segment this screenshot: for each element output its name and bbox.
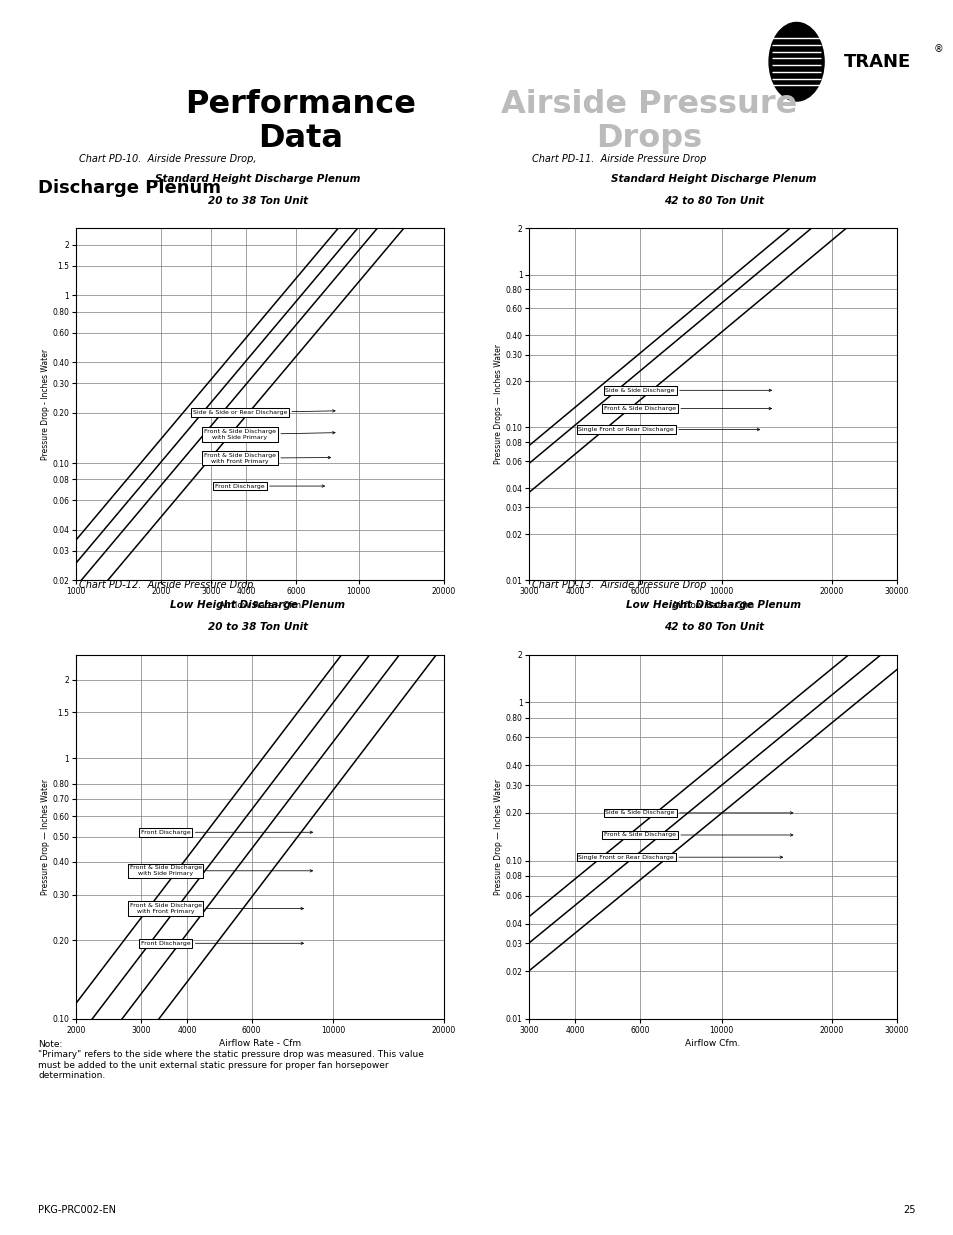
Text: Low Height Discharge Plenum: Low Height Discharge Plenum (170, 600, 345, 610)
Text: Front Discharge: Front Discharge (141, 941, 303, 946)
Text: Performance: Performance (185, 89, 416, 121)
Text: Front & Side Discharge
with Front Primary: Front & Side Discharge with Front Primar… (130, 903, 303, 914)
Text: Chart PD-11.  Airside Pressure Drop: Chart PD-11. Airside Pressure Drop (532, 154, 706, 164)
Text: 25: 25 (902, 1205, 915, 1215)
Text: Standard Height Discharge Plenum: Standard Height Discharge Plenum (154, 174, 360, 184)
Text: Front Discharge: Front Discharge (141, 830, 313, 835)
Text: Chart PD-13.  Airside Pressure Drop: Chart PD-13. Airside Pressure Drop (532, 580, 706, 590)
Text: Data: Data (257, 122, 343, 154)
Text: 20 to 38 Ton Unit: 20 to 38 Ton Unit (208, 196, 307, 206)
X-axis label: Airflow Rate - Cfm: Airflow Rate - Cfm (671, 600, 754, 610)
X-axis label: Airflow Rate - Cfm: Airflow Rate - Cfm (218, 600, 301, 610)
Text: Standard Height Discharge Plenum: Standard Height Discharge Plenum (610, 174, 816, 184)
Text: Front & Side Discharge: Front & Side Discharge (603, 406, 771, 411)
Text: Single Front or Rear Discharge: Single Front or Rear Discharge (578, 427, 759, 432)
Text: Front & Side Discharge
with Side Primary: Front & Side Discharge with Side Primary (204, 429, 335, 440)
Text: Side & Side Discharge: Side & Side Discharge (604, 388, 771, 393)
Text: Front & Side Discharge
with Front Primary: Front & Side Discharge with Front Primar… (204, 453, 331, 463)
Text: TRANE: TRANE (843, 53, 910, 70)
Text: Front Discharge: Front Discharge (215, 484, 324, 489)
Text: Chart PD-10.  Airside Pressure Drop,: Chart PD-10. Airside Pressure Drop, (79, 154, 256, 164)
Text: 42 to 80 Ton Unit: 42 to 80 Ton Unit (663, 196, 762, 206)
Y-axis label: Pressure Drop - Inches Water: Pressure Drop - Inches Water (41, 350, 50, 459)
Text: Airside Pressure: Airside Pressure (500, 89, 796, 121)
Text: Discharge Plenum: Discharge Plenum (38, 179, 221, 196)
Y-axis label: Pressure Drop — Inches Water: Pressure Drop — Inches Water (494, 779, 502, 894)
Text: ®: ® (933, 44, 943, 54)
Ellipse shape (768, 22, 823, 101)
Y-axis label: Pressure Drop — Inches Water: Pressure Drop — Inches Water (41, 779, 50, 894)
Text: 42 to 80 Ton Unit: 42 to 80 Ton Unit (663, 622, 762, 632)
Text: Low Height Discharge Plenum: Low Height Discharge Plenum (625, 600, 801, 610)
Text: Side & Side or Rear Discharge: Side & Side or Rear Discharge (193, 410, 335, 415)
Text: Note:
"Primary" refers to the side where the static pressure drop was measured. : Note: "Primary" refers to the side where… (38, 1040, 423, 1081)
Text: Side & Side Discharge: Side & Side Discharge (604, 810, 792, 815)
Text: Drops: Drops (595, 122, 701, 154)
Y-axis label: Pressure Drops — Inches Water: Pressure Drops — Inches Water (494, 345, 502, 464)
Text: Single Front or Rear Discharge: Single Front or Rear Discharge (578, 855, 781, 860)
Text: 20 to 38 Ton Unit: 20 to 38 Ton Unit (208, 622, 307, 632)
Text: PKG-PRC002-EN: PKG-PRC002-EN (38, 1205, 116, 1215)
X-axis label: Airflow Rate - Cfm: Airflow Rate - Cfm (218, 1039, 301, 1049)
X-axis label: Airflow Cfm.: Airflow Cfm. (685, 1039, 740, 1049)
Text: Front & Side Discharge
with Side Primary: Front & Side Discharge with Side Primary (130, 866, 313, 876)
Text: Chart PD-12.  Airside Pressure Drop: Chart PD-12. Airside Pressure Drop (79, 580, 253, 590)
Text: Front & Side Discharge: Front & Side Discharge (603, 832, 792, 837)
